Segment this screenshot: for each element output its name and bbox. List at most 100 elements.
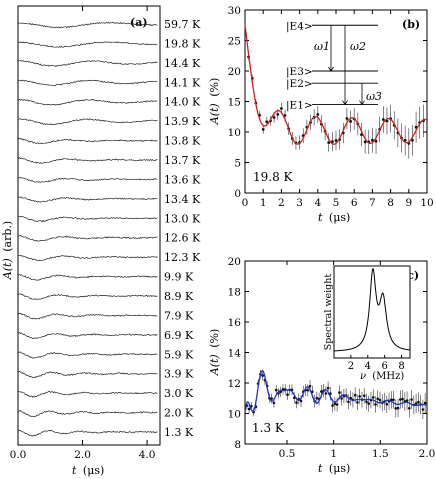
inset-x-tick-label-0: 2 [348,361,354,372]
data-point-72 [408,407,411,410]
inset-x-tick-label-2: 6 [381,361,387,372]
data-point-42 [340,397,343,400]
panel-b-fit-line [244,24,428,145]
data-point-35 [324,392,328,395]
data-point-7 [261,374,265,377]
transition-label-3: ω3 [366,90,382,103]
series-line-5 [18,118,158,126]
series-label-15: 7.9 K [164,309,194,322]
data-point-38 [331,404,334,407]
series-line-13 [18,274,158,281]
panel-b-y-axis-unit: (%) [208,78,221,97]
series-line-6 [18,137,158,145]
panel-b-x-axis-unit: (μs) [329,211,350,224]
series-label-20: 2.0 K [164,407,194,420]
data-point-12 [272,401,276,405]
panel-b-x-tick-label-0: 0 [242,197,249,209]
data-point-78 [421,408,425,411]
series-line-17 [18,351,158,359]
panel-b-x-tick-label-10: 10 [420,197,433,209]
data-point-66 [394,407,398,410]
panel-a-x-axis-unit: (μs) [83,464,104,477]
panel-b-label: (b) [402,18,420,31]
panel-c-y-tick-label-2: 12 [228,378,241,390]
panel-b-y-tick-label-3: 15 [228,97,241,109]
series-line-3 [18,79,158,87]
panel-c-y-axis-unit: (%) [208,329,221,348]
panel-a-x-axis-symbol: t [72,464,77,477]
data-point-24 [299,399,303,403]
data-point-73 [410,398,413,401]
panel-b-x-axis-label: t (μs) [318,211,350,224]
panel-c-y-axis-symbol: A(t) [208,354,221,376]
inset-x-tick-label-1: 4 [365,361,371,372]
series-label-12: 12.3 K [164,251,201,264]
data-point-28 [349,120,352,123]
data-point-28 [308,384,312,388]
series-line-21 [18,429,158,437]
panel-c-ticks: 0.5 1 1.5 2.0 8 10 12 14 16 18 20 [228,256,436,460]
data-point-27 [306,389,310,392]
panel-c-y-tick-label-6: 20 [228,256,241,268]
series-label-7: 13.7 K [164,154,201,167]
panel-c-y-tick-label-1: 10 [228,409,241,421]
series-line-16 [18,332,158,340]
energy-level-label-0: |E4> [286,20,313,33]
data-point-67 [396,406,400,410]
data-point-54 [367,402,371,405]
panel-c-x-tick-label-0: 0.5 [279,448,296,460]
panel-c-x-tick-label-2: 1.5 [372,448,389,460]
panel-c-x-tick-label-3: 2.0 [419,448,436,460]
panel-c-inset-frame [333,265,411,359]
panel-c-inset-x-symbol: ν [360,371,366,382]
data-point-41 [338,391,341,394]
data-point-9 [280,107,283,110]
series-line-4 [18,98,158,106]
data-point-68 [399,398,402,401]
panel-b-y-tick-label-4: 20 [228,66,241,78]
panel-c-x-tick-label-1: 1 [330,448,337,460]
series-label-5: 13.9 K [164,115,201,128]
series-label-19: 3.0 K [164,387,194,400]
data-point-18 [286,393,289,397]
transition-label-2: ω2 [350,40,366,53]
panel-b-y-tick-label-6: 30 [228,5,241,17]
data-point-1 [247,407,251,411]
data-point-32 [363,140,367,144]
transition-arrow-3-head [359,100,365,106]
panel-c-y-tick-label-4: 16 [228,317,242,329]
series-line-14 [18,293,158,300]
energy-level-label-1: |E3> [286,66,313,79]
data-point-48 [353,393,357,397]
data-point-49 [356,401,359,404]
data-point-75 [414,402,418,405]
data-point-65 [392,398,395,402]
data-point-27 [345,117,349,120]
panel-b-x-tick-label-2: 2 [278,197,285,209]
panel-a-y-axis-label: A(t) (arb.) [1,221,14,280]
data-point-19 [316,113,320,116]
panel-c-inset-x-label: ν (MHz) [360,371,404,382]
data-point-13 [274,388,278,392]
panel-b-y-axis-label: A(t) (%) [208,78,221,126]
panel-b-x-tick-label-6: 6 [351,197,358,209]
data-point-45 [347,400,350,404]
data-point-71 [405,399,409,402]
panel-a-frame [17,5,161,446]
series-label-17: 5.9 K [164,348,194,361]
data-point-5 [265,120,269,124]
series-line-18 [18,370,158,379]
data-point-76 [417,400,420,404]
panel-a-y-axis-unit: (arb.) [1,221,14,252]
series-label-18: 3.9 K [164,368,194,381]
series-line-8 [18,176,158,183]
series-line-9 [18,196,158,203]
panel-b-x-tick-label-1: 1 [260,197,267,209]
data-point-7 [272,116,276,119]
data-point-50 [358,395,362,398]
series-line-7 [18,156,158,164]
data-point-35 [374,139,378,143]
